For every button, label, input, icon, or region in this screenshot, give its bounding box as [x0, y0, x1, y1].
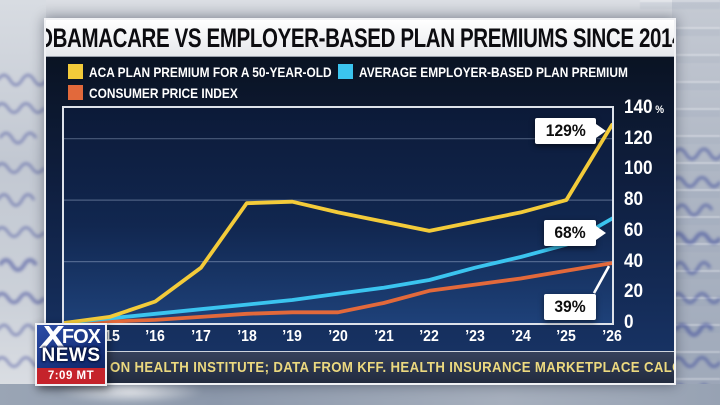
fox-chart-graphic: OBAMACARE VS EMPLOYER-BASED PLAN PREMIUM… — [44, 18, 676, 385]
line-consumer-price-index — [64, 261, 612, 323]
x-axis-label-2024: ’24 — [511, 328, 531, 345]
y-axis-tick-80: 80 — [624, 189, 644, 210]
legend-label-employer: AVERAGE EMPLOYER-BASED PLAN PREMIUM — [359, 63, 628, 80]
callout-pointer-icon — [596, 124, 606, 138]
y-axis-tick-20: 20 — [624, 281, 644, 302]
legend-label-aca: ACA PLAN PREMIUM FOR A 50-YEAR-OLD — [89, 63, 332, 80]
callout-consumer-price-index: 39% — [543, 294, 596, 320]
legend-swatch-cpi — [68, 85, 83, 100]
legend-swatch-aca — [68, 64, 83, 79]
y-axis-tick-100: 100 — [624, 158, 653, 179]
fox-news-logo: FOX NEWS 7:09 MT — [35, 323, 107, 386]
callout-label: 129% — [545, 121, 586, 140]
line-employer-plan-premium — [64, 216, 612, 323]
x-axis-label-2017: ’17 — [191, 328, 211, 345]
logo-news-text: NEWS — [41, 345, 101, 366]
callout-label: 39% — [554, 297, 586, 316]
background-top-strip — [0, 0, 720, 19]
y-axis-tick-140: 140% — [624, 97, 665, 118]
y-axis-tick-40: 40 — [624, 251, 644, 272]
x-axis-label-2016: ’16 — [145, 328, 165, 345]
x-axis-label-2023: ’23 — [465, 328, 485, 345]
y-axis-tick-120: 120 — [624, 128, 653, 149]
ticker-text: ON HEALTH INSTITUTE; DATA FROM KFF. HEAL… — [110, 359, 674, 376]
x-axis-label-2022: ’22 — [419, 328, 439, 345]
callout-label: 68% — [554, 223, 586, 242]
headline-banner: OBAMACARE VS EMPLOYER-BASED PLAN PREMIUM… — [46, 20, 674, 57]
x-axis-label-2020: ’20 — [328, 328, 348, 345]
callout-aca-plan-premium: 129% — [534, 118, 606, 144]
ticker-bar: ON HEALTH INSTITUTE; DATA FROM KFF. HEAL… — [46, 351, 674, 383]
callout-employer-plan-premium: 68% — [543, 220, 606, 246]
headline-text: OBAMACARE VS EMPLOYER-BASED PLAN PREMIUM… — [46, 22, 674, 53]
x-axis-label-2019: ’19 — [282, 328, 302, 345]
timestamp: 7:09 MT — [37, 368, 105, 384]
y-axis-tick-60: 60 — [624, 220, 644, 241]
legend-item-aca: ACA PLAN PREMIUM FOR A 50-YEAR-OLD — [68, 63, 374, 80]
y-axis-tick-0: 0 — [624, 312, 634, 333]
callout-pointer-icon — [596, 226, 606, 240]
background-handwriting-right — [672, 147, 720, 397]
background-right-strip — [672, 0, 720, 405]
legend-item-cpi: CONSUMER PRICE INDEX — [68, 84, 264, 101]
chart-panel: ACA PLAN PREMIUM FOR A 50-YEAR-OLD AVERA… — [46, 57, 674, 351]
line-aca-plan-premium — [64, 122, 612, 323]
x-axis-label-2018: ’18 — [237, 328, 257, 345]
chart-canvas — [64, 122, 612, 323]
legend: ACA PLAN PREMIUM FOR A 50-YEAR-OLD AVERA… — [46, 57, 674, 103]
logo-fox-text: FOX — [61, 326, 101, 348]
x-axis-label-2026: ’26 — [602, 328, 622, 345]
plot-area: 129% 68% 39% — [64, 108, 612, 323]
callout-connector — [592, 265, 611, 294]
legend-label-cpi: CONSUMER PRICE INDEX — [89, 84, 238, 101]
x-axis-label-2025: ’25 — [556, 328, 576, 345]
legend-swatch-employer — [338, 64, 353, 79]
legend-item-employer: AVERAGE EMPLOYER-BASED PLAN PREMIUM — [338, 63, 675, 80]
y-axis-unit: % — [655, 104, 665, 116]
background-bottom-strip — [0, 384, 720, 405]
x-axis-label-2021: ’21 — [374, 328, 394, 345]
